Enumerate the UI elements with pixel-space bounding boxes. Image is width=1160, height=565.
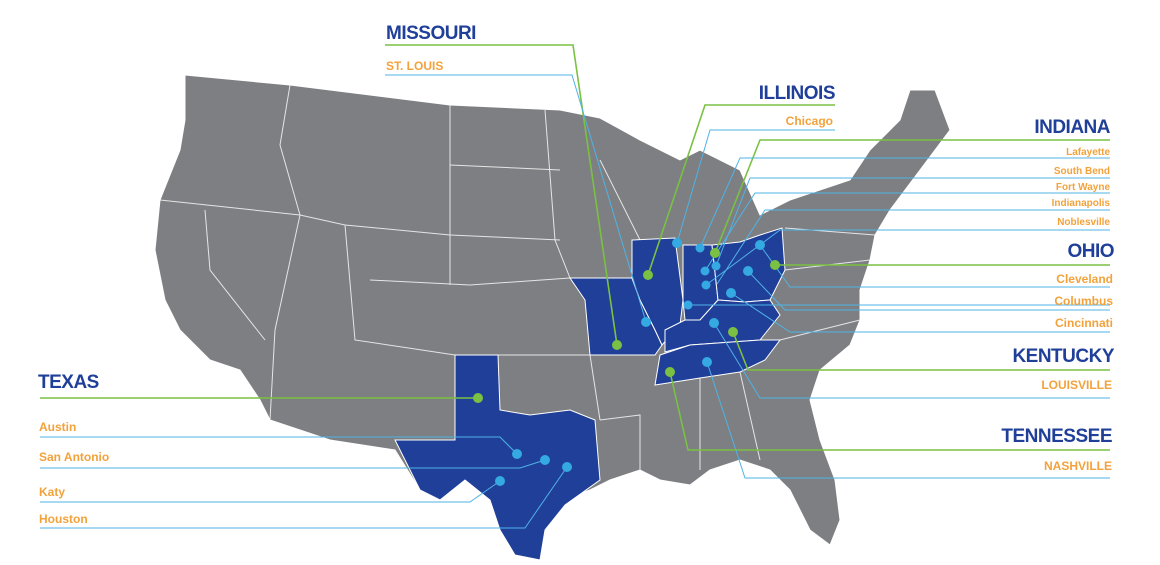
city-label: Chicago: [786, 114, 833, 128]
city-label: ST. LOUIS: [386, 59, 443, 73]
tennessee-shape: [654, 339, 781, 386]
city-label: Katy: [39, 485, 65, 499]
city-label: Fort Wayne: [1056, 182, 1111, 193]
city-label: Houston: [39, 512, 88, 526]
state-label: TEXAS: [38, 372, 99, 393]
texas-shape: [394, 354, 601, 561]
city-label: Cleveland: [1056, 272, 1113, 286]
city-label: San Antonio: [39, 450, 109, 464]
city-label: Indianapolis: [1052, 198, 1111, 209]
state-label: MISSOURI: [386, 23, 476, 44]
leader-lines: [40, 44, 1110, 529]
highlighted-states: [394, 227, 786, 561]
city-label: NASHVILLE: [1044, 459, 1112, 473]
city-label: South Bend: [1054, 166, 1110, 177]
city-label: LOUISVILLE: [1041, 378, 1112, 392]
state-label: KENTUCKY: [1012, 346, 1114, 367]
state-label: OHIO: [1067, 241, 1114, 262]
location-dots: [473, 238, 780, 486]
state-label: TENNESSEE: [1001, 426, 1112, 447]
city-label: Austin: [39, 420, 76, 434]
city-label: Lafayette: [1066, 147, 1110, 158]
city-label: Cincinnati: [1055, 316, 1113, 330]
city-label: Columbus: [1054, 294, 1113, 308]
state-label: INDIANA: [1034, 117, 1110, 138]
state-label: ILLINOIS: [759, 83, 835, 104]
us-outline: [154, 74, 951, 561]
city-label: Noblesville: [1057, 217, 1110, 228]
